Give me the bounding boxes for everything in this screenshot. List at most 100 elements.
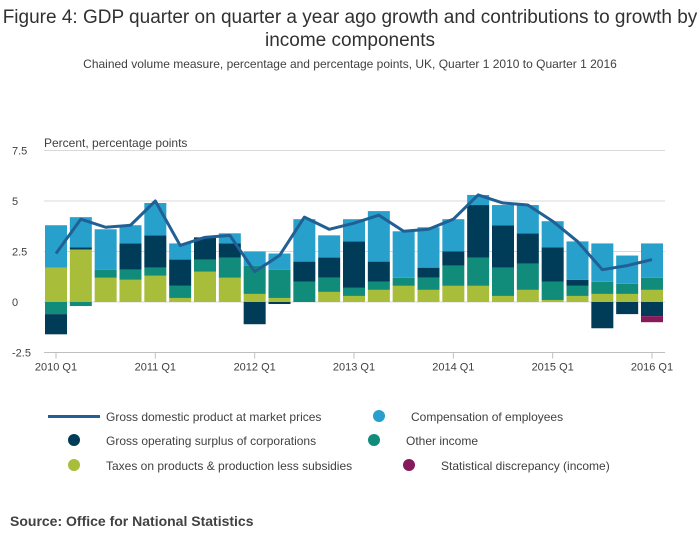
bar-segment [119, 279, 142, 302]
bar-segment [541, 221, 564, 248]
x-tick-label: 2013 Q1 [333, 362, 375, 374]
bar-segment [318, 257, 341, 278]
bar-segment [641, 302, 663, 317]
legend-label-other-income: Other income [406, 434, 479, 448]
bar-segment [367, 281, 390, 290]
bar-segment [566, 241, 589, 280]
bar-segment [194, 259, 216, 272]
bar-segment [119, 269, 142, 280]
bar-segment [169, 243, 192, 260]
bar-segment [442, 285, 465, 302]
bar-segment [293, 281, 316, 302]
bar-segment [94, 269, 117, 278]
bar-segment [367, 211, 390, 262]
bar-segment [541, 281, 564, 300]
y-tick-label: 2.5 [12, 247, 27, 259]
bar-segment [218, 243, 241, 258]
legend-swatch-taxes [68, 459, 80, 471]
bar-segment [492, 205, 514, 226]
bar-segment [492, 295, 514, 302]
bar-segment [616, 293, 639, 302]
bar-segment [243, 265, 266, 294]
bar-segment [591, 302, 614, 329]
legend-label-gos: Gross operating surplus of corporations [106, 434, 317, 448]
bar-segment [45, 225, 67, 268]
bar-segment [367, 289, 390, 302]
y-tick-label: -2.5 [12, 348, 31, 360]
bar-segment [541, 247, 564, 282]
legend-label-statistical-discrepancy: Statistical discrepancy (income) [441, 459, 610, 473]
y-axis-label: Percent, percentage points [44, 136, 188, 150]
bar-segment [367, 261, 390, 282]
bar-segment [516, 233, 539, 264]
x-tick-label: 2010 Q1 [35, 362, 77, 374]
y-tick-label: 5 [12, 196, 18, 208]
bar-segment [442, 219, 465, 252]
bar-segment [293, 261, 316, 282]
bar-segment [169, 285, 192, 298]
x-tick-label: 2015 Q1 [532, 362, 574, 374]
x-tick-label: 2014 Q1 [432, 362, 474, 374]
source-note: Source: Office for National Statistics [10, 513, 254, 529]
bar-segment [392, 285, 415, 302]
bar-segment [243, 293, 266, 302]
bar-segment [268, 302, 291, 305]
bar-segment [392, 277, 415, 286]
bar-segment [616, 283, 639, 294]
bar-segment [45, 267, 67, 302]
bar-segment [343, 287, 365, 296]
bar-segment [467, 205, 490, 258]
bar-segment [467, 194, 490, 206]
chart-title: Figure 4: GDP quarter on quarter a year … [2, 7, 698, 51]
bar-segment [417, 227, 440, 268]
bar-segment [591, 243, 614, 282]
bar-segment [169, 297, 192, 302]
legend-swatch-gos [68, 434, 80, 446]
legend-swatch-compensation [373, 410, 385, 422]
bar-segment [516, 289, 539, 302]
bar-segment [516, 263, 539, 290]
legend-label-taxes: Taxes on products & production less subs… [106, 459, 353, 473]
bar-segment [641, 316, 663, 323]
bar-segment [268, 297, 291, 302]
bar-segment [343, 295, 365, 302]
bar-segment [467, 285, 490, 302]
bar-segment [45, 302, 67, 315]
bar-segment [591, 281, 614, 294]
chart-plot: -2.5 0 2.5 5 7.5 2010 Q1 2011 Q1 2012 Q1 2013 Q1… [12, 146, 673, 374]
bar-segment [591, 293, 614, 302]
bar-segment [119, 225, 142, 244]
bar-segment [94, 229, 117, 270]
x-tick-label: 2011 Q1 [135, 362, 176, 374]
y-tick-label: 0 [12, 297, 18, 309]
bar-segment [144, 267, 167, 276]
bar-segment [516, 205, 539, 234]
bar-segment [194, 237, 216, 260]
gdp-line [54, 193, 653, 274]
bar-segment [318, 277, 341, 292]
bar-segment [566, 279, 589, 286]
bar-segment [69, 249, 92, 302]
bar-segment [293, 219, 316, 262]
legend-label-gdp: Gross domestic product at market prices [106, 410, 322, 424]
bar-segment [492, 267, 514, 296]
bar-segment [45, 314, 67, 335]
bar-segment [194, 271, 216, 302]
bar-segment [492, 225, 514, 268]
bar-segment [218, 233, 241, 244]
x-tick-label: 2016 Q1 [631, 362, 673, 374]
bar-segment [243, 302, 266, 325]
bar-segment [442, 265, 465, 286]
bar-segment [169, 259, 192, 286]
bar-segment [218, 277, 241, 302]
bar-segment [467, 257, 490, 286]
y-tick-label: 7.5 [12, 146, 27, 158]
chart-subtitle: Chained volume measure, percentage and p… [83, 57, 617, 71]
legend-swatch-other-income [368, 434, 380, 446]
bar-segment [69, 302, 92, 307]
bar-segment [318, 235, 341, 258]
bar-segment [94, 277, 117, 302]
bar-segment [541, 299, 564, 302]
bar-segment [641, 289, 663, 302]
bar-segment [318, 291, 341, 302]
